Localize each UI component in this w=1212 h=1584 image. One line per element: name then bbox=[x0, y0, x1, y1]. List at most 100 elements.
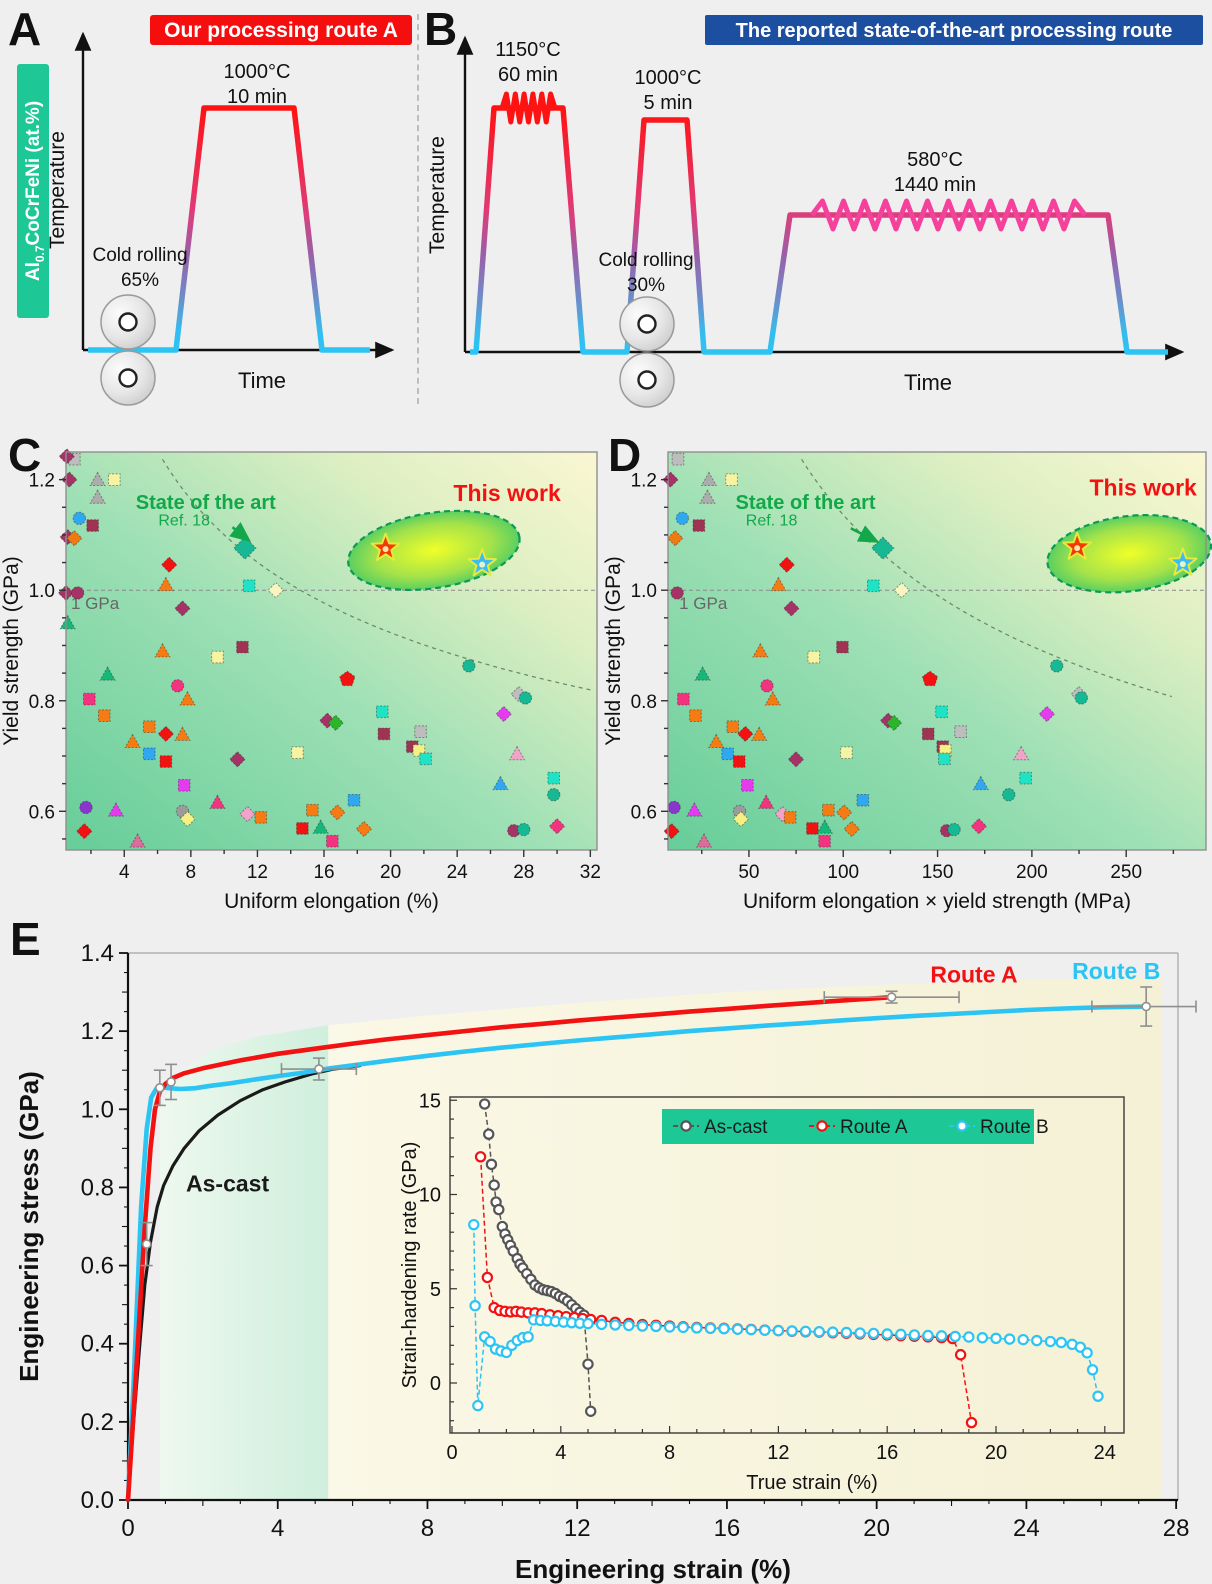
scatter-point bbox=[159, 755, 173, 768]
scatter-point bbox=[1002, 788, 1016, 802]
inset-data-point bbox=[478, 1098, 491, 1110]
scatter-point bbox=[236, 640, 249, 654]
inset-data-point bbox=[1055, 1336, 1067, 1349]
a-temperature-profile bbox=[88, 105, 370, 353]
b-step3-temp: 580°C bbox=[907, 149, 963, 171]
scatter-point bbox=[721, 747, 734, 761]
panel-c-scatter-chart: 1 GPa 4 8 12 16 20 24 28 32 0.6 0.8 1.0 1.2 Uniform e… bbox=[0, 448, 601, 913]
a-anneal-time: 10 min bbox=[227, 86, 287, 108]
scatter-point bbox=[670, 586, 684, 600]
panel-ab-divider bbox=[417, 14, 419, 404]
scatter-point bbox=[107, 801, 125, 817]
scatter-point bbox=[806, 822, 819, 835]
inset-x-tick-label: 12 bbox=[767, 1442, 789, 1464]
inset-data-point bbox=[650, 1320, 662, 1333]
scatter-point bbox=[347, 793, 361, 807]
b-x-axis-label: Time bbox=[904, 370, 952, 395]
scatter-point bbox=[59, 528, 76, 546]
y-tick-label: 1.0 bbox=[631, 581, 657, 602]
inset-data-point bbox=[1081, 1347, 1093, 1359]
axis-ticks: 4 8 12 16 20 24 28 32 0.6 0.8 1.0 1.2 bbox=[29, 471, 601, 883]
inset-y-axis-label: Strain-hardening rate (GPa) bbox=[399, 1142, 421, 1389]
scatter-point bbox=[177, 779, 191, 792]
scatter-point bbox=[462, 659, 476, 673]
y-axis-label: Yield strength (GPa) bbox=[0, 556, 23, 745]
inset-data-point bbox=[799, 1325, 812, 1338]
inset-data-point bbox=[483, 1128, 495, 1140]
inset-curve-route-a bbox=[479, 1156, 973, 1423]
scatter-point bbox=[770, 576, 787, 592]
scatter-point bbox=[778, 556, 796, 574]
inset-x-tick-label: 20 bbox=[985, 1442, 1007, 1464]
a-anneal-temp: 1000°C bbox=[224, 61, 291, 83]
y-tick-label: 0.6 bbox=[631, 802, 657, 823]
scatter-point bbox=[517, 822, 531, 837]
scatter-point bbox=[835, 804, 853, 821]
inset-data-point bbox=[474, 1151, 487, 1163]
scatter-point bbox=[760, 679, 774, 693]
inset-data-point bbox=[895, 1328, 907, 1341]
y-axis-label: Yield strength (GPa) bbox=[602, 556, 625, 745]
scatter-point bbox=[935, 705, 948, 719]
scatter-point bbox=[757, 794, 775, 809]
inset-data-point bbox=[949, 1330, 961, 1343]
inset-data-point bbox=[663, 1321, 676, 1333]
scatter-point bbox=[97, 709, 111, 722]
inset-data-point bbox=[582, 1317, 594, 1330]
scatter-point bbox=[752, 642, 769, 658]
inset-data-point bbox=[500, 1346, 513, 1359]
y-axis-label: Engineering stress (GPa) bbox=[14, 1071, 44, 1382]
scatter-point bbox=[495, 705, 513, 723]
scatter-point bbox=[83, 692, 96, 706]
inset-x-tick-label: 4 bbox=[555, 1442, 566, 1464]
b-zigzag-1150 bbox=[499, 91, 558, 125]
y-tick-label: 0.4 bbox=[81, 1331, 114, 1358]
inset-data-point bbox=[623, 1319, 635, 1332]
inset-y-tick-label: 0 bbox=[430, 1373, 441, 1395]
one-gpa-label: 1 GPa bbox=[679, 594, 728, 613]
scatter-point bbox=[700, 471, 718, 487]
scatter-point bbox=[79, 800, 93, 815]
panel-d-letter: D bbox=[608, 429, 642, 481]
scatter-point bbox=[66, 529, 83, 547]
scatter-point bbox=[377, 727, 391, 741]
inset-x-tick-label: 8 bbox=[664, 1442, 675, 1464]
scatter-point bbox=[662, 471, 679, 488]
inset-data-point bbox=[718, 1323, 730, 1335]
scatter-point bbox=[157, 725, 175, 743]
inset-data-point bbox=[990, 1332, 1002, 1345]
curve-as-cast bbox=[126, 1063, 362, 1502]
scatter-point bbox=[291, 746, 304, 760]
scatter-point bbox=[1019, 771, 1032, 785]
inset-data-point bbox=[1031, 1334, 1043, 1347]
scatter-point bbox=[355, 820, 373, 838]
curve-label-route-b: Route B bbox=[1072, 958, 1160, 984]
inset-data-point bbox=[954, 1349, 967, 1361]
star-center-dot bbox=[1074, 545, 1081, 552]
scatter-point bbox=[741, 779, 754, 792]
y-tick-label: 1.0 bbox=[29, 581, 55, 602]
scatter-point bbox=[209, 794, 226, 809]
curve-label-route-a: Route A bbox=[930, 961, 1017, 987]
error-bars bbox=[140, 986, 1197, 1267]
scatter-point bbox=[816, 819, 834, 834]
inset-data-point bbox=[609, 1319, 621, 1331]
plot-background bbox=[66, 452, 597, 850]
inset-data-point bbox=[827, 1326, 839, 1338]
inset-data-point bbox=[935, 1330, 948, 1342]
scatter-point bbox=[807, 650, 821, 664]
scatter-point bbox=[405, 740, 419, 753]
panel-a-letter: A bbox=[8, 3, 42, 55]
error-marker bbox=[1141, 1001, 1151, 1012]
legend-label-as-cast: As-cast bbox=[704, 1117, 768, 1138]
scatter-point bbox=[1012, 745, 1030, 761]
scatter-point bbox=[142, 720, 156, 734]
inset-data-point bbox=[976, 1332, 989, 1344]
y-tick-label: 1.2 bbox=[631, 471, 657, 492]
scatter-point bbox=[677, 692, 690, 706]
y-tick-label: 0.0 bbox=[81, 1487, 114, 1514]
b-temperature-profile bbox=[470, 105, 1168, 355]
inset-markers-as-cast bbox=[478, 1098, 597, 1417]
one-gpa-label: 1 GPa bbox=[71, 594, 120, 613]
